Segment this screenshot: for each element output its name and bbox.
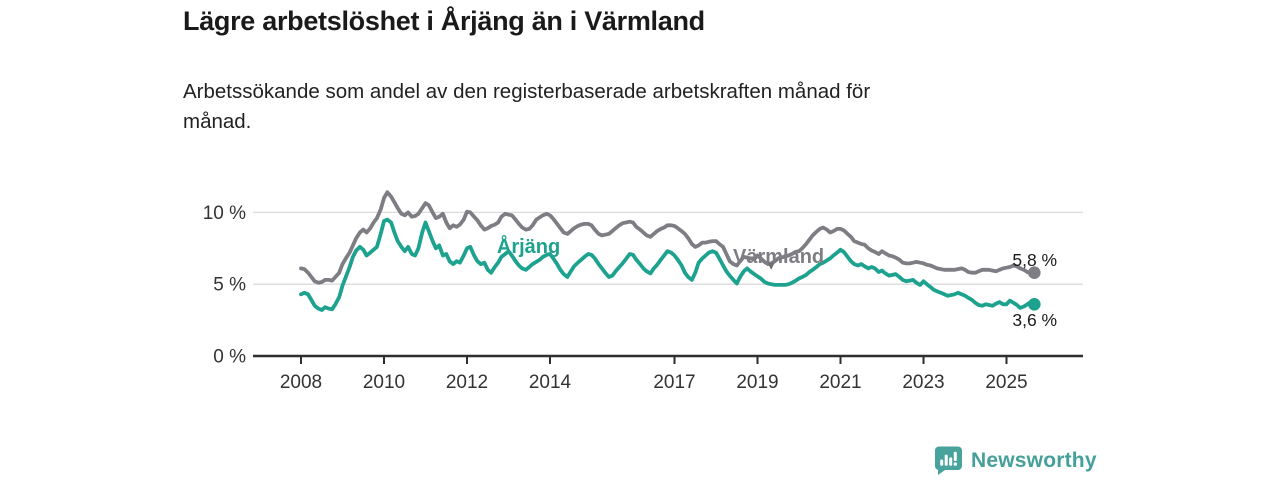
y-tick-label: 0 %	[213, 347, 246, 368]
x-tick-label: 2008	[280, 372, 322, 393]
newsworthy-logo-text: Newsworthy	[971, 448, 1097, 472]
x-tick-label: 2023	[902, 372, 944, 393]
page-subtitle: Arbetssökande som andel av den registerb…	[183, 80, 871, 133]
series-annotation: Årjäng	[497, 234, 560, 258]
series-line-arjang	[299, 217, 1037, 312]
exclamation-dot	[953, 462, 957, 466]
bar-1	[940, 459, 944, 466]
newsworthy-logo[interactable]: Newsworthy	[934, 446, 1097, 475]
x-tick-label: 2010	[363, 372, 405, 393]
exclamation-bar	[953, 451, 957, 461]
arrow-annotation: ▾	[768, 257, 775, 273]
x-tick-label: 2012	[446, 372, 488, 393]
series-end-dot-varmland	[1028, 266, 1041, 280]
bar-2	[944, 454, 948, 466]
x-tick-label: 2017	[653, 372, 695, 393]
x-tick-label: 2025	[985, 372, 1027, 393]
value-annotation: 5,8 %	[1012, 250, 1057, 270]
y-tick-label: 10 %	[203, 203, 246, 224]
value-annotation: 3,6 %	[1012, 310, 1057, 330]
x-tick-label: 2021	[819, 372, 861, 393]
x-tick-label: 2019	[736, 372, 778, 393]
series-end-dot-arjang	[1028, 298, 1041, 311]
page-title: Lägre arbetslöshet i Årjäng än i Värmlan…	[183, 6, 705, 36]
x-tick-label: 2014	[529, 372, 572, 393]
y-tick-label: 5 %	[213, 275, 246, 296]
speech-bubble-shape	[935, 446, 962, 475]
series-annotation: Värmland	[733, 246, 824, 268]
series-line-varmland	[299, 190, 1037, 285]
bar-3	[949, 457, 953, 466]
newsworthy-logo-icon	[935, 446, 962, 475]
